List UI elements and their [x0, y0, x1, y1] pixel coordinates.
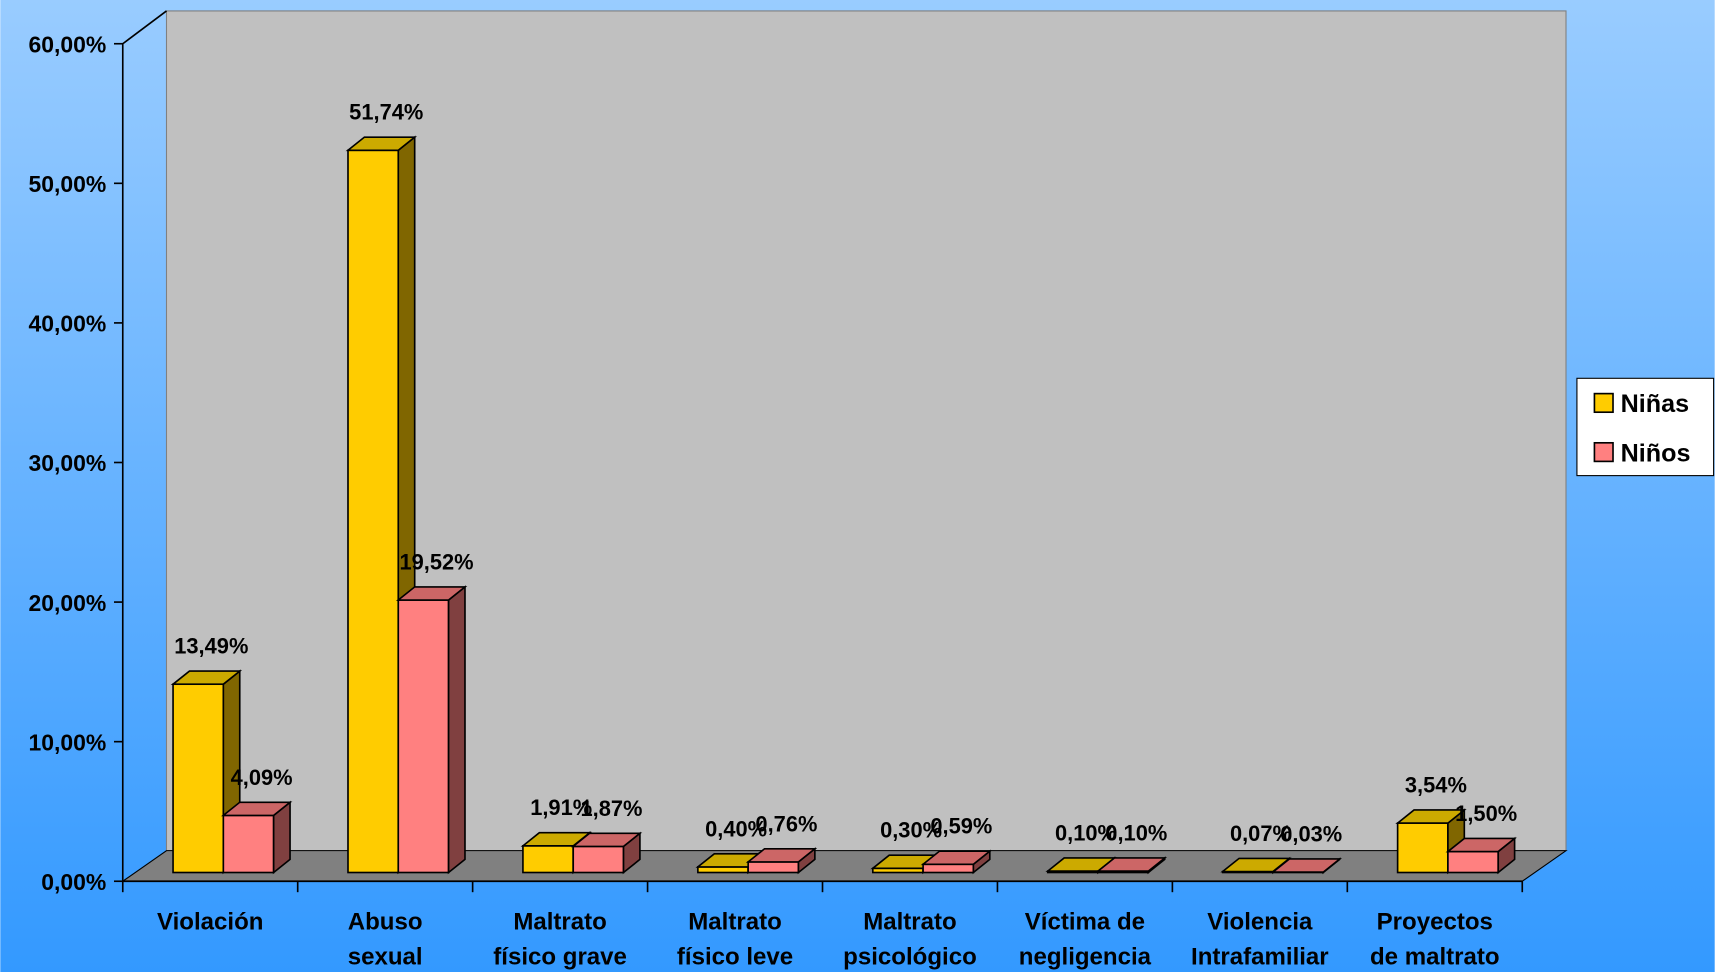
bar: [1445, 836, 1517, 875]
data-label: 0,03%: [1280, 821, 1342, 846]
data-label: 4,09%: [231, 765, 293, 790]
x-tick-label: físico grave: [493, 943, 627, 970]
data-label: 0,59%: [930, 814, 992, 839]
y-tick-label: 50,00%: [29, 171, 107, 197]
x-tick-label: negligencia: [1019, 943, 1152, 970]
data-label: 13,49%: [174, 634, 248, 659]
x-tick-label: Maltrato: [513, 908, 607, 935]
y-tick-label: 20,00%: [29, 590, 107, 616]
x-tick-label: Abuso: [348, 908, 423, 935]
bar-front: [747, 861, 800, 874]
legend-label: Niños: [1621, 439, 1691, 467]
bar-front: [572, 845, 625, 874]
bar-front: [1396, 822, 1449, 874]
x-tick-label: Maltrato: [863, 908, 957, 935]
bar: [745, 847, 818, 875]
y-tick-label: 30,00%: [29, 450, 107, 476]
y-tick-label: 10,00%: [29, 729, 107, 755]
legend-label: Niñas: [1621, 390, 1689, 418]
y-tick-label: 0,00%: [41, 869, 106, 895]
bar: [1395, 808, 1467, 875]
x-tick-label: Intrafamiliar: [1191, 943, 1329, 970]
x-tick-label: psicológico: [843, 943, 977, 970]
legend-swatch: [1593, 441, 1614, 463]
bar-front: [522, 845, 575, 874]
x-tick-label: Violación: [157, 908, 263, 935]
data-label: 0,10%: [1055, 820, 1117, 845]
data-label: 0,30%: [880, 818, 942, 843]
data-label: 51,74%: [349, 100, 423, 125]
x-tick-label: sexual: [348, 943, 423, 970]
data-label: 0,40%: [705, 816, 767, 841]
bar-top: [570, 832, 643, 848]
y-tick-label: 40,00%: [29, 311, 107, 337]
bar: [920, 849, 993, 875]
bar-front: [172, 683, 225, 874]
bar-top: [1095, 857, 1168, 872]
bar-top: [170, 670, 243, 686]
bar: [1270, 857, 1343, 875]
x-tick-label: Víctima de: [1025, 908, 1145, 935]
y-tick-label: 60,00%: [29, 31, 107, 57]
bar-top: [345, 136, 418, 152]
bar: [395, 585, 468, 875]
legend-swatch: [1593, 392, 1614, 414]
floor: [121, 850, 1568, 882]
bar-top: [1270, 858, 1343, 873]
bar-top: [920, 850, 993, 866]
bar-top: [1445, 837, 1517, 853]
x-tick-label: Maltrato: [688, 908, 782, 935]
x-tick-label: Violencia: [1207, 908, 1313, 935]
bar-front: [347, 149, 400, 874]
data-label: 0,76%: [755, 811, 817, 836]
data-label: 1,50%: [1455, 801, 1517, 826]
x-tick-label: Proyectos: [1377, 908, 1493, 935]
bar-top: [1395, 809, 1467, 824]
bar-top: [221, 801, 293, 817]
bar-front: [1447, 850, 1500, 874]
bar-front: [222, 814, 275, 874]
bar: [1095, 856, 1168, 875]
bar-front: [922, 863, 975, 874]
bar-front: [397, 599, 450, 874]
data-label: 1,91%: [530, 795, 592, 820]
data-label: 19,52%: [399, 549, 473, 574]
x-tick-label: físico leve: [677, 943, 793, 970]
data-label: 3,54%: [1405, 772, 1467, 797]
bar-front: [697, 866, 749, 874]
legend: Niñas Niños: [1576, 377, 1715, 477]
data-label: 0,10%: [1105, 820, 1167, 845]
data-label: 1,87%: [581, 796, 643, 821]
x-tick-label: de maltrato: [1370, 943, 1500, 970]
bar: [221, 800, 293, 875]
bar-top: [745, 847, 818, 863]
bar-side: [447, 585, 466, 875]
bar: [570, 831, 643, 875]
data-label: 0,07%: [1230, 821, 1292, 846]
bar-top: [395, 586, 468, 601]
